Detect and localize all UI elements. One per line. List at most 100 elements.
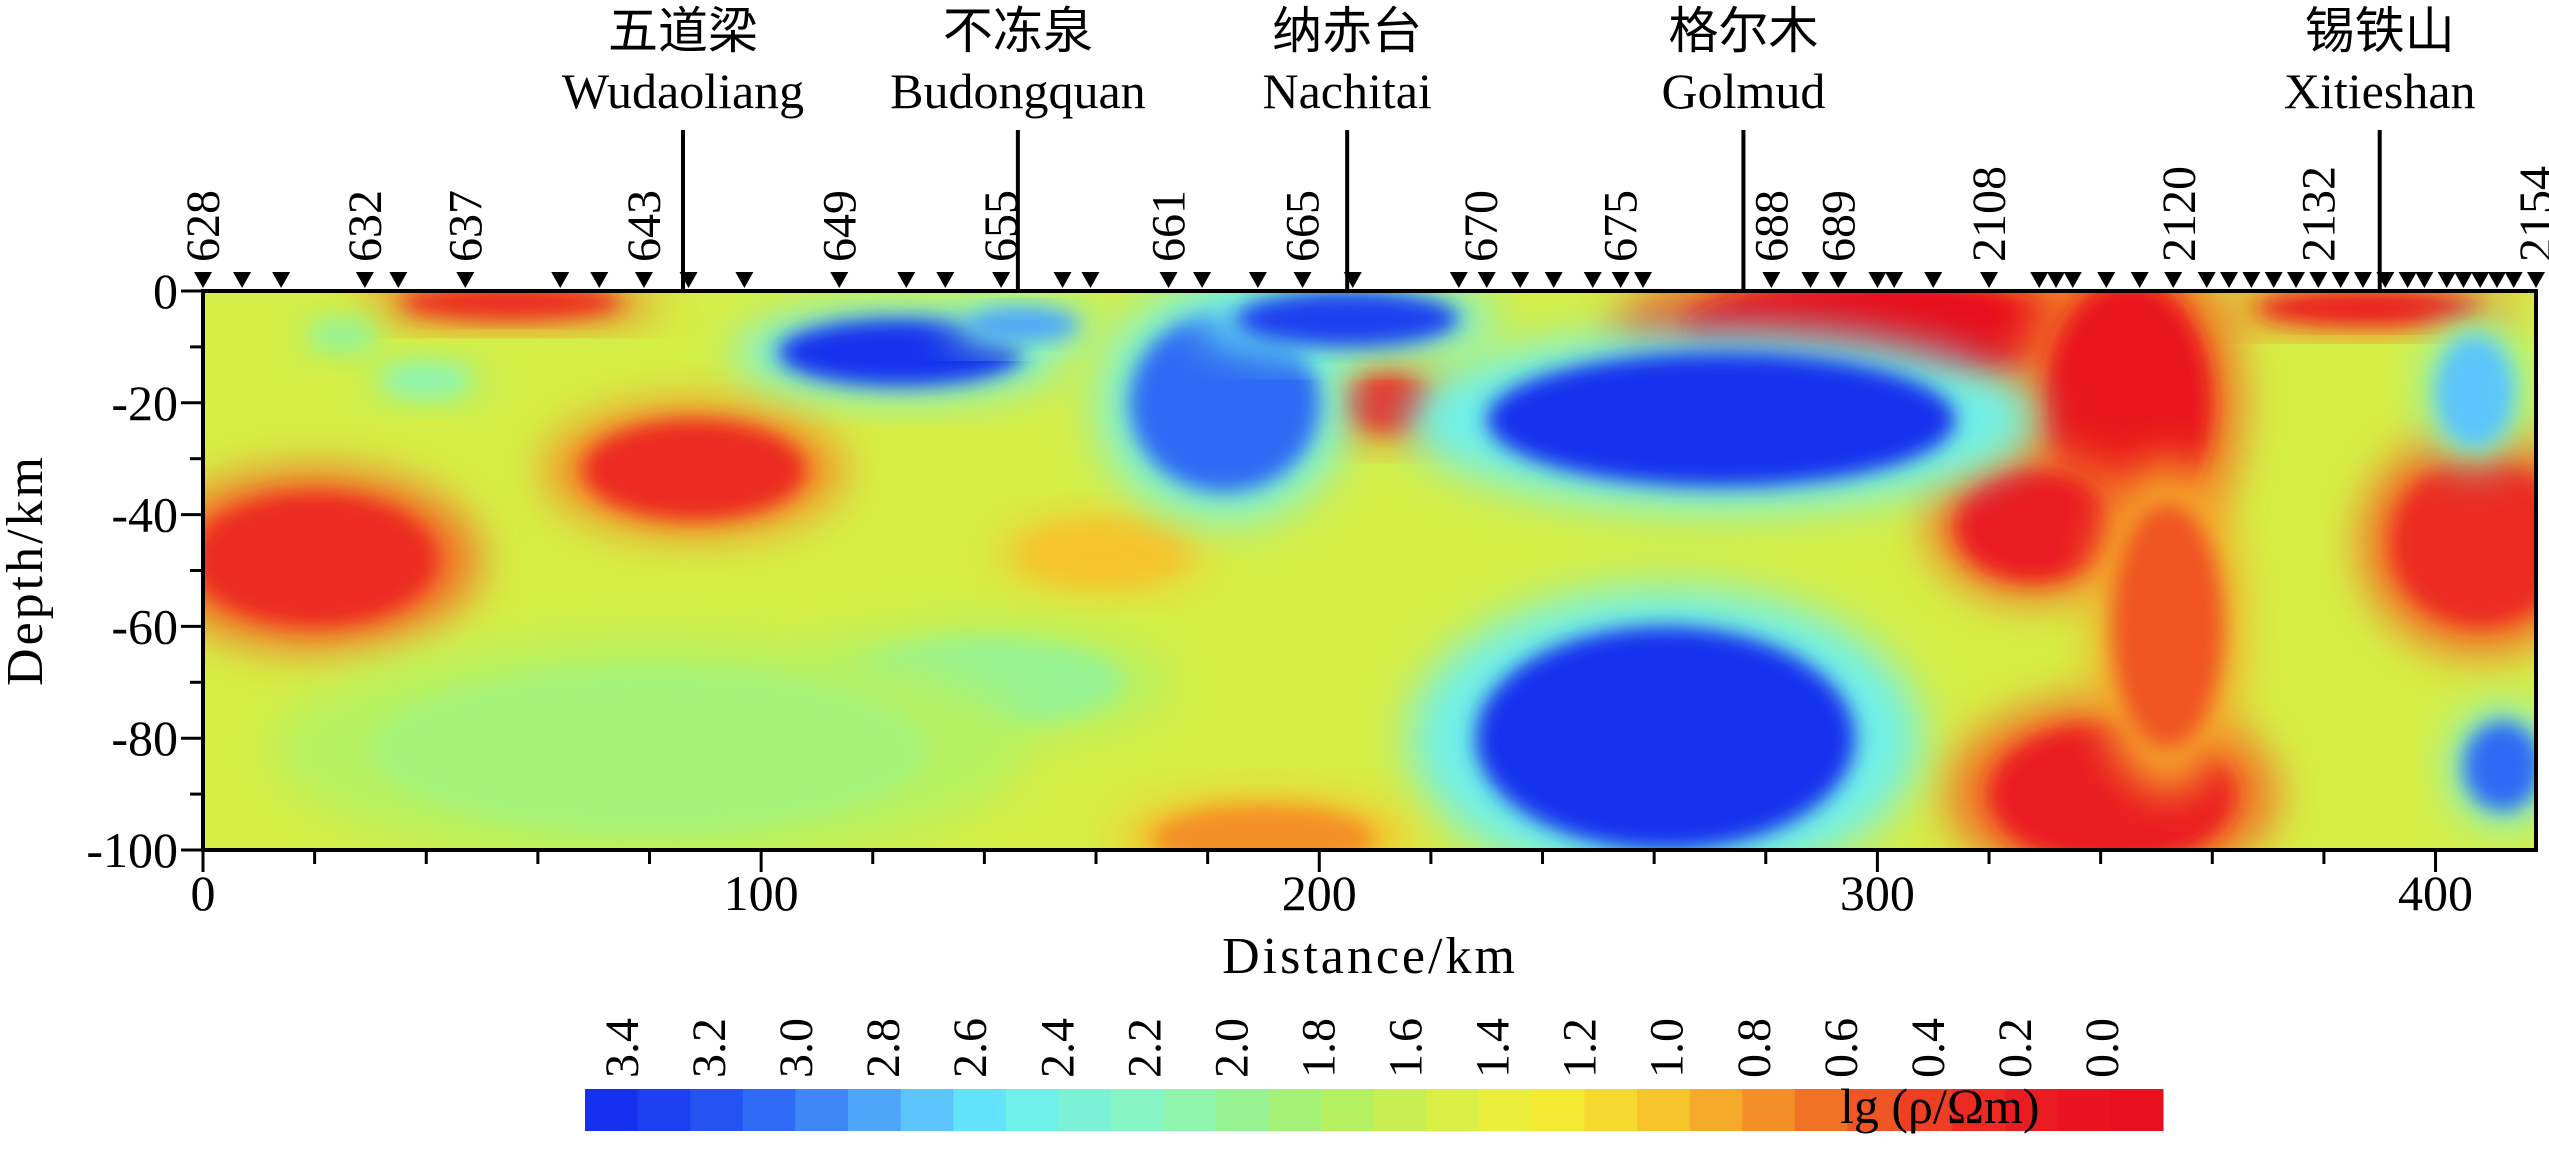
- y-tick-label: -20: [111, 375, 178, 431]
- x-tick-label: 200: [1282, 865, 1357, 921]
- colorbar-tick-label: 1.6: [1380, 1018, 1433, 1078]
- colorbar-swatch: [1163, 1089, 1217, 1131]
- colorbar-swatch: [1479, 1089, 1533, 1131]
- station-label: 643: [618, 190, 671, 262]
- y-tick-label: -60: [111, 598, 178, 654]
- anomaly-core: [309, 318, 377, 353]
- station-marker: [1611, 272, 1630, 288]
- y-axis-label: Depth/km: [0, 454, 54, 686]
- colorbar-tick-label: 3.2: [683, 1018, 736, 1078]
- colorbar-swatch: [1952, 1089, 2006, 1131]
- station-marker: [1293, 272, 1312, 288]
- station-markers: [194, 272, 2545, 288]
- y-tick-label: -40: [111, 487, 178, 543]
- town-name-cn: 格尔木: [1668, 3, 1818, 59]
- colorbar-swatch: [742, 1089, 796, 1131]
- resistivity-field: [203, 291, 2536, 850]
- station-label: 689: [1812, 190, 1865, 262]
- station-marker: [1633, 272, 1652, 288]
- x-tick-label: 400: [2398, 865, 2473, 921]
- anomaly-core: [967, 307, 1080, 342]
- station-marker: [1544, 272, 1563, 288]
- colorbar-label: lg (ρ/Ωm): [1840, 1078, 2040, 1134]
- station-label: 2154: [2510, 166, 2549, 262]
- town-name-cn: 不冻泉: [943, 3, 1093, 59]
- station-marker: [2264, 272, 2283, 288]
- station-marker: [2047, 272, 2066, 288]
- station-marker: [2471, 272, 2490, 288]
- anomaly-core: [398, 291, 622, 319]
- station-label: 628: [177, 190, 230, 262]
- station-marker: [2164, 272, 2183, 288]
- station-marker: [992, 272, 1011, 288]
- x-tick-label: 0: [191, 865, 216, 921]
- anomaly-core: [370, 665, 929, 834]
- station-marker: [2487, 272, 2506, 288]
- station-marker: [634, 272, 653, 288]
- station-marker: [2353, 272, 2372, 288]
- town-name-cn: 锡铁山: [2305, 3, 2455, 59]
- colorbar-tick-label: 1.0: [1641, 1018, 1694, 1078]
- colorbar-swatch: [953, 1089, 1007, 1131]
- station-marker: [1868, 272, 1887, 288]
- station-label: 675: [1595, 190, 1648, 262]
- colorbar-swatch: [1584, 1089, 1638, 1131]
- station-marker: [1248, 272, 1267, 288]
- town-name-cn: 纳赤台: [1272, 3, 1422, 59]
- town-name-en: Xitieshan: [2284, 63, 2476, 119]
- station-label: 688: [1745, 190, 1798, 262]
- colorbar-swatch: [1637, 1089, 1691, 1131]
- station-marker: [735, 272, 754, 288]
- colorbar-swatch: [1900, 1089, 1954, 1131]
- colorbar-swatch: [1426, 1089, 1480, 1131]
- station-label: 661: [1143, 190, 1196, 262]
- colorbar-tick-label: 1.8: [1292, 1018, 1345, 1078]
- anomaly-core: [2256, 291, 2481, 325]
- station-marker: [194, 272, 212, 288]
- x-axis-label: Distance/km: [1222, 928, 1518, 985]
- station-label: 2132: [2292, 166, 2345, 262]
- station-marker: [551, 272, 570, 288]
- station-marker: [1477, 272, 1496, 288]
- anomaly-core: [2463, 721, 2536, 811]
- station-marker: [1762, 272, 1781, 288]
- anomaly-layer: [203, 291, 2536, 850]
- station-marker: [1801, 272, 1820, 288]
- colorbar-tick-label: 0.0: [2076, 1018, 2129, 1078]
- colorbar-tick-label: 3.0: [770, 1018, 823, 1078]
- station-marker: [2097, 272, 2116, 288]
- colorbar-tick-label: 2.6: [944, 1018, 997, 1078]
- station-marker: [897, 272, 916, 288]
- station-marker: [2376, 272, 2395, 288]
- station-marker: [2437, 272, 2456, 288]
- y-tick-label: 0: [153, 263, 178, 319]
- station-label: 655: [975, 190, 1028, 262]
- station-label: 2108: [1963, 166, 2016, 262]
- station-label: 649: [813, 190, 866, 262]
- anomaly-core: [2390, 458, 2536, 627]
- colorbar: [585, 1089, 2164, 1131]
- colorbar-swatch: [1742, 1089, 1796, 1131]
- station-marker: [2398, 272, 2417, 288]
- station-marker: [389, 272, 408, 288]
- station-labels: 628 632 637 643 649 655 661 665 670 675 688 689 2108…: [177, 166, 2549, 262]
- station-marker: [2242, 272, 2261, 288]
- colorbar-swatch: [2110, 1089, 2164, 1131]
- station-marker: [2309, 272, 2328, 288]
- colorbar-swatch: [2005, 1089, 2059, 1131]
- colorbar-swatch: [795, 1089, 849, 1131]
- station-marker: [2220, 272, 2239, 288]
- station-marker: [1583, 272, 1602, 288]
- station-marker: [1885, 272, 1904, 288]
- anomaly-core: [1955, 469, 2112, 582]
- station-marker: [456, 272, 475, 288]
- anomaly-core: [1486, 352, 1956, 487]
- colorbar-swatch: [1111, 1089, 1165, 1131]
- colorbar-swatch: [1216, 1089, 1270, 1131]
- anomaly-core: [1129, 313, 1320, 493]
- station-marker: [2287, 272, 2306, 288]
- station-marker: [355, 272, 374, 288]
- station-marker: [830, 272, 849, 288]
- town-name-en: Wudaoliang: [562, 63, 804, 119]
